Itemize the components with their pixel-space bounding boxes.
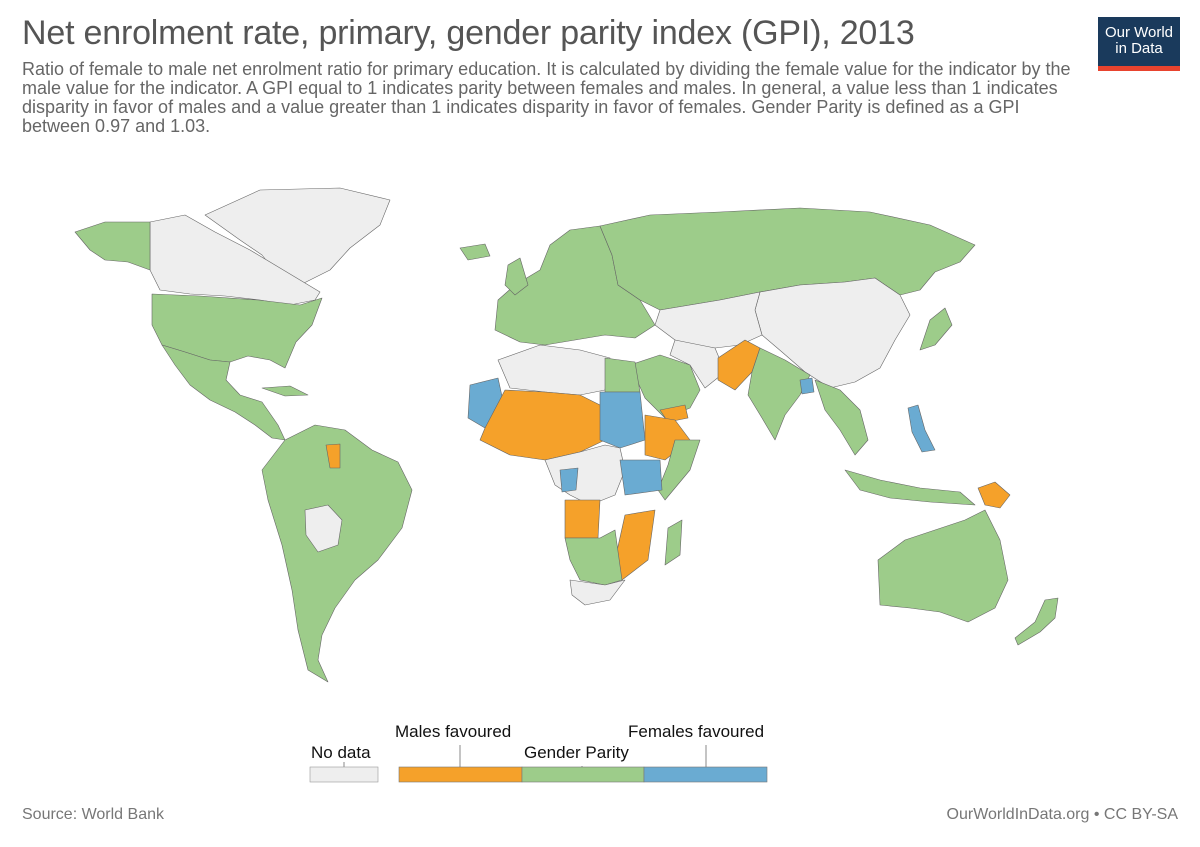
region-australia[interactable] xyxy=(877,509,1009,623)
legend-gender-parity-label: Gender Parity xyxy=(524,743,629,762)
region-china[interactable] xyxy=(754,277,911,389)
region-bolivia[interactable] xyxy=(304,504,343,553)
region-new-zealand[interactable] xyxy=(1014,597,1059,646)
region-alaska[interactable] xyxy=(74,221,151,271)
legend-swatch-males-favoured xyxy=(398,766,523,783)
region-mozambique[interactable] xyxy=(614,509,656,581)
chart-title: Net enrolment rate, primary, gender pari… xyxy=(22,14,915,52)
legend-bar xyxy=(309,745,768,783)
region-south-america[interactable] xyxy=(261,424,413,683)
owid-logo[interactable]: Our World in Data xyxy=(1098,17,1180,71)
region-south-africa[interactable] xyxy=(569,579,626,606)
legend-females-favoured-label: Females favoured xyxy=(628,722,765,741)
region-gabon[interactable] xyxy=(559,467,579,493)
region-japan[interactable] xyxy=(919,307,953,351)
region-iran[interactable] xyxy=(669,339,726,389)
legend-males-favoured-label: Males favoured xyxy=(395,722,512,741)
legend-swatch-gender-parity xyxy=(521,766,645,783)
world-map xyxy=(74,187,1059,683)
region-southeast-asia[interactable] xyxy=(814,379,869,456)
legend-no-data-label: No data xyxy=(311,743,371,762)
chart-subtitle: Ratio of female to male net enrolment ra… xyxy=(22,59,1071,136)
region-angola[interactable] xyxy=(564,499,601,539)
license-link[interactable]: OurWorldInData.org • CC BY-SA xyxy=(946,806,1178,823)
region-sudan[interactable] xyxy=(599,391,646,449)
region-somalia[interactable] xyxy=(657,439,701,501)
legend-swatch-females-favoured xyxy=(643,766,768,783)
region-indonesia[interactable] xyxy=(844,469,976,506)
region-east-africa[interactable] xyxy=(619,459,663,496)
source-note: Source: World Bank xyxy=(22,806,164,823)
region-greenland[interactable] xyxy=(204,187,391,286)
region-philippines[interactable] xyxy=(907,404,936,453)
region-iceland[interactable] xyxy=(459,243,491,261)
region-uk[interactable] xyxy=(504,257,529,296)
region-yemen[interactable] xyxy=(659,404,689,423)
region-guyana[interactable] xyxy=(325,443,341,469)
logo-line-1: Our World xyxy=(1104,24,1174,41)
region-bangladesh[interactable] xyxy=(799,377,815,395)
region-mexico-central-america[interactable] xyxy=(161,344,286,441)
region-north-africa[interactable] xyxy=(497,344,611,396)
region-southern-africa[interactable] xyxy=(564,529,623,586)
region-india[interactable] xyxy=(747,347,811,441)
legend-swatch-no-data xyxy=(309,766,379,783)
region-egypt[interactable] xyxy=(604,357,641,393)
logo-line-2: in Data xyxy=(1115,40,1163,57)
region-cuba[interactable] xyxy=(261,385,309,397)
region-png[interactable] xyxy=(977,481,1011,509)
region-central-asia[interactable] xyxy=(654,291,763,349)
logo-accent-bar xyxy=(1098,66,1180,71)
region-madagascar[interactable] xyxy=(664,519,683,566)
region-arabia[interactable] xyxy=(629,354,701,419)
